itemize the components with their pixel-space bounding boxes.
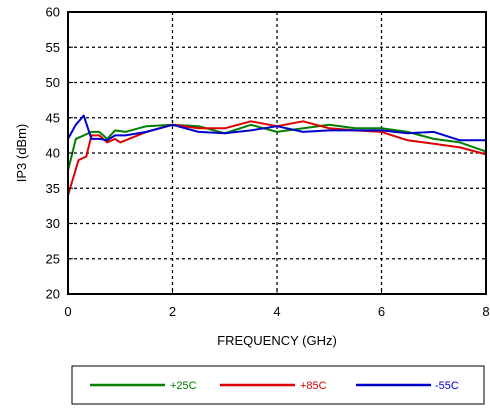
tick-layer: 20 25 30 35 40 45 50 55 60 0 2 4 6 8 — [46, 5, 490, 320]
legend-label-2: +85C — [300, 380, 327, 392]
y-tick-label: 20 — [46, 287, 60, 302]
y-tick-label: 40 — [46, 146, 60, 161]
x-tick-label: 8 — [482, 304, 489, 319]
legend-label-1: +25C — [170, 380, 197, 392]
legend: +25C +85C -55C — [90, 380, 459, 392]
x-tick-label: 0 — [64, 304, 71, 319]
series-layer — [67, 114, 487, 196]
x-tick-label: 2 — [169, 304, 176, 319]
y-axis-title: IP3 (dBm) — [14, 124, 29, 183]
y-tick-label: 25 — [46, 251, 60, 266]
y-tick-label: 60 — [46, 5, 60, 20]
legend-label-3: -55C — [435, 380, 459, 392]
series-line-2 — [67, 120, 487, 196]
grid-layer — [68, 12, 486, 294]
series-line-3 — [67, 114, 486, 142]
y-tick-label: 55 — [46, 40, 60, 55]
series-line-1 — [67, 123, 487, 171]
x-tick-label: 6 — [378, 304, 385, 319]
y-tick-label: 50 — [46, 75, 60, 90]
y-tick-label: 30 — [46, 216, 60, 231]
x-tick-label: 4 — [273, 304, 280, 319]
y-tick-label: 35 — [46, 181, 60, 196]
x-axis-title: FREQUENCY (GHz) — [217, 333, 337, 348]
y-tick-label: 45 — [46, 110, 60, 125]
